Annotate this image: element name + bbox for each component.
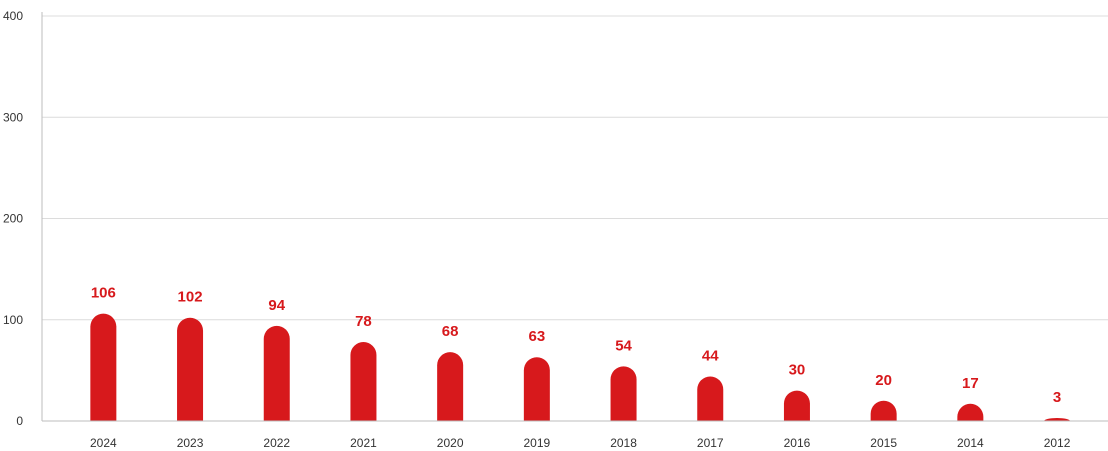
bar-2015 (870, 400, 897, 421)
data-label-2017: 44 (702, 347, 719, 364)
x-tick-label: 2021 (350, 436, 377, 450)
y-tick-label: 300 (3, 110, 23, 124)
bar-2016 (783, 390, 810, 421)
bar-2019 (523, 357, 550, 421)
bars (90, 313, 1071, 421)
y-axis: 0 100 200 300 400 (3, 9, 43, 428)
x-tick-label: 2022 (263, 436, 290, 450)
bar-2018 (610, 366, 637, 421)
x-axis: 2024 2023 2022 2021 2020 2019 2018 2017 2016 2015… (42, 420, 1108, 450)
bar-2021 (350, 342, 377, 421)
data-label-2015: 20 (875, 372, 892, 389)
x-tick-label: 2016 (784, 436, 811, 450)
data-labels: 106 102 94 78 68 63 54 44 30 20 17 3 (91, 285, 1061, 406)
x-tick-label: 2012 (1044, 436, 1071, 450)
bar-2023 (177, 317, 204, 421)
bar-2012 (1044, 417, 1071, 421)
y-tick-label: 400 (3, 9, 23, 23)
data-label-2014: 17 (962, 375, 979, 392)
y-tick-label: 100 (3, 313, 23, 327)
data-label-2019: 63 (529, 328, 546, 345)
x-tick-label: 2014 (957, 436, 984, 450)
x-tick-label: 2015 (870, 436, 897, 450)
data-label-2012: 3 (1053, 389, 1061, 406)
gridlines (42, 15, 1108, 321)
x-tick-label: 2020 (437, 436, 464, 450)
data-label-2023: 102 (178, 289, 203, 306)
bar-2014 (957, 403, 984, 421)
data-label-2024: 106 (91, 285, 116, 302)
x-tick-label: 2019 (523, 436, 550, 450)
bar-2022 (263, 325, 290, 421)
bar-2020 (437, 352, 464, 421)
y-tick-label: 0 (16, 414, 23, 428)
data-label-2021: 78 (355, 313, 372, 330)
y-tick-label: 200 (3, 212, 23, 226)
data-label-2018: 54 (615, 337, 632, 354)
data-label-2016: 30 (789, 362, 806, 379)
x-tick-label: 2018 (610, 436, 637, 450)
x-tick-label: 2024 (90, 436, 117, 450)
bar-2024 (90, 313, 117, 421)
x-tick-label: 2023 (177, 436, 204, 450)
data-label-2020: 68 (442, 323, 459, 340)
bar-2017 (697, 376, 724, 421)
data-label-2022: 94 (268, 297, 285, 314)
x-tick-label: 2017 (697, 436, 724, 450)
